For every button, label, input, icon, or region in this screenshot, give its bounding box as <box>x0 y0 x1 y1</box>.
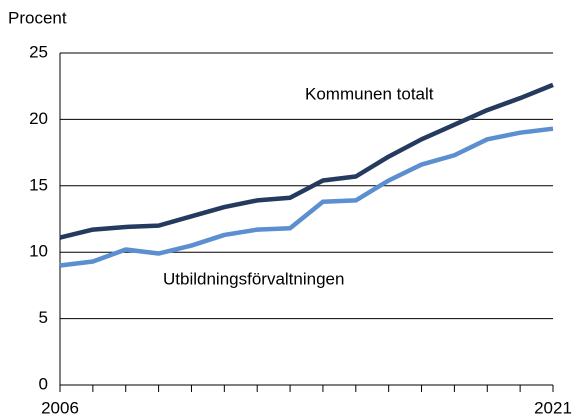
series-label: Kommunen totalt <box>305 84 434 103</box>
y-tick-label: 10 <box>29 242 48 261</box>
x-tick-label: 2021 <box>534 398 572 417</box>
y-tick-label: 0 <box>39 374 48 393</box>
series-line <box>59 126 554 268</box>
series-label: Utbildningsförvaltningen <box>163 269 344 288</box>
y-tick-label: 5 <box>39 308 48 327</box>
x-tick-label: 2006 <box>41 398 79 417</box>
y-axis-label: Procent <box>8 8 67 27</box>
y-tick-label: 25 <box>29 42 48 61</box>
y-tick-label: 15 <box>29 175 48 194</box>
series-line <box>59 82 554 240</box>
y-tick-label: 20 <box>29 109 48 128</box>
